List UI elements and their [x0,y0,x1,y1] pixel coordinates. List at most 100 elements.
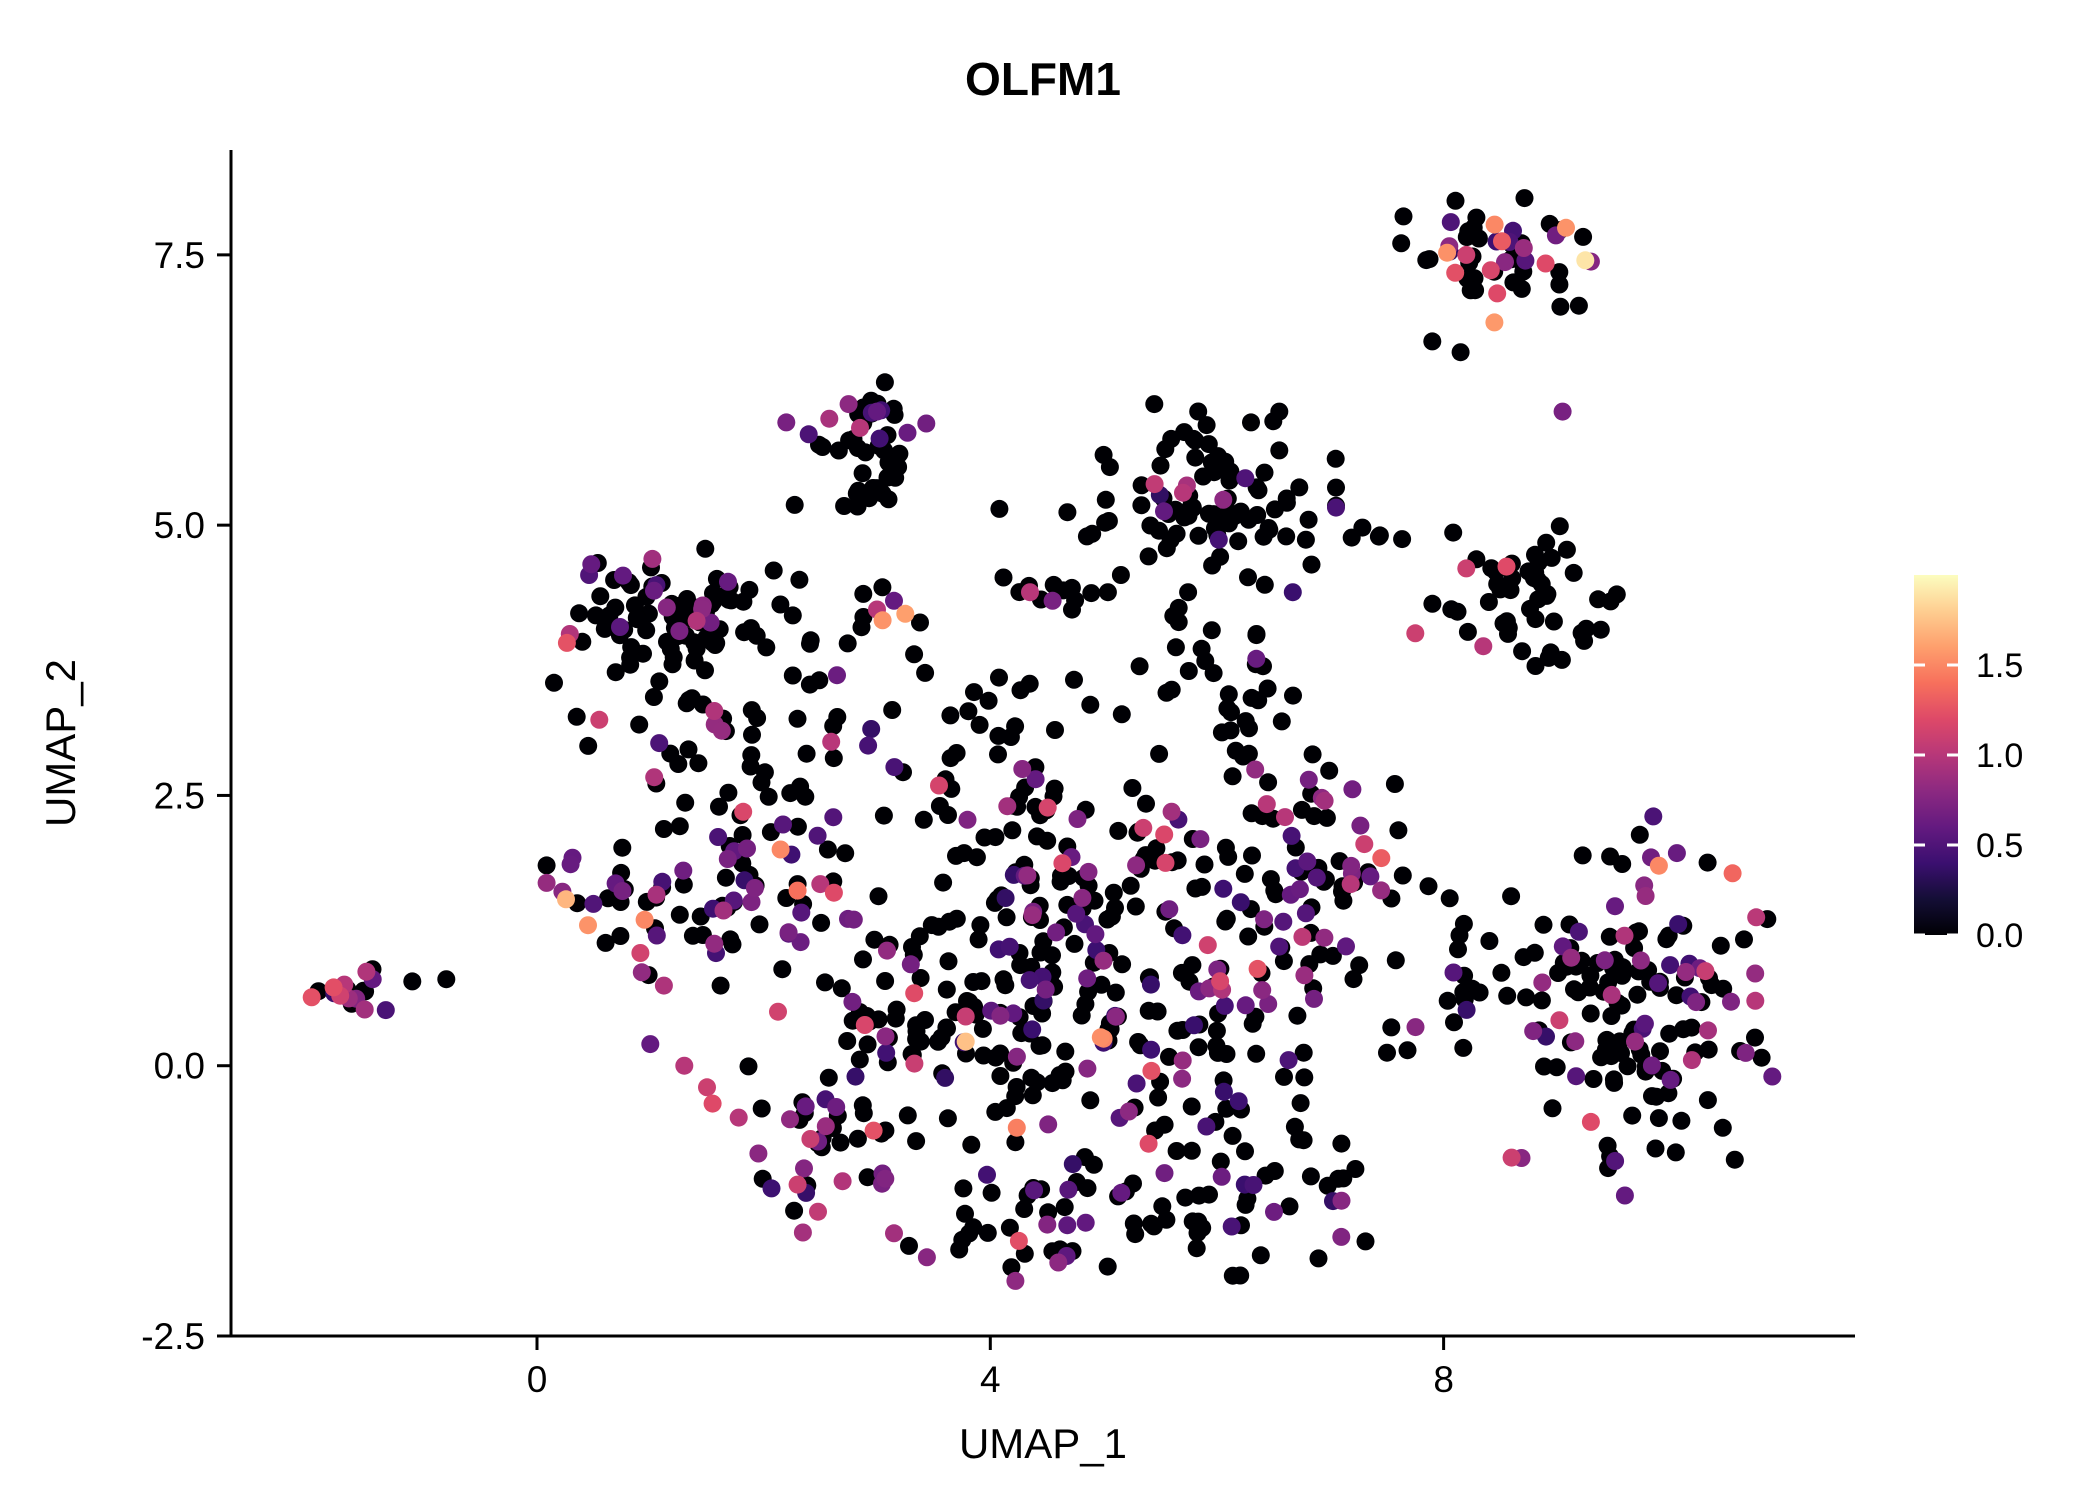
cell-point [1536,254,1555,273]
cell-point [1063,600,1081,619]
cell-point [1372,881,1391,900]
cell-point [1687,993,1706,1012]
cell-point [701,613,720,632]
cell-point [557,633,576,652]
cell-point [1126,1225,1145,1244]
cell-point [1669,915,1688,934]
cell-point [773,960,792,979]
cell-point [1372,849,1391,868]
cell-point [1309,1249,1328,1268]
cell-point [719,572,737,591]
cell-point [1179,583,1198,602]
cell-point [1498,986,1517,1005]
cell-point [799,425,818,444]
x-tick-label: 0 [527,1359,548,1400]
cell-point [1392,234,1411,253]
cell-point [689,754,708,773]
cell-point [1277,489,1296,508]
cell-point [545,673,563,692]
cell-point [1223,1126,1242,1145]
cell-point [876,1027,895,1046]
cell-point [1284,686,1302,705]
cell-point [1137,794,1155,813]
cell-point [1046,721,1064,739]
cell-point [1195,855,1214,874]
cell-point [801,634,819,653]
cell-point [820,409,839,428]
cell-point [696,539,715,558]
y-tick-label: 2.5 [154,775,205,816]
cell-point [1011,681,1030,700]
cell-point [1746,1028,1764,1047]
cell-point [947,744,966,762]
cell-point [1534,915,1553,934]
cell-point [781,1110,799,1129]
cell-point [537,856,556,875]
cell-point [929,917,948,936]
cell-point [1183,956,1202,975]
cell-point [1699,1021,1717,1040]
cell-point [670,817,689,836]
cell-point [1174,483,1192,502]
cell-point [570,604,589,623]
cell-point [1406,1018,1425,1037]
cell-point [1106,1007,1125,1026]
cell-point [854,950,872,969]
cell-point [1197,416,1216,435]
cell-point [1446,263,1465,282]
cell-point [1667,844,1686,863]
cell-point [783,606,802,625]
cell-point [742,893,761,912]
cell-point [1139,1134,1158,1153]
cell-point [1079,862,1098,881]
cell-point [1389,821,1408,840]
cell-point [1307,868,1326,887]
cell-point [1229,1092,1248,1111]
cell-point [971,916,990,935]
cell-point [1020,971,1039,990]
cell-point [1249,481,1268,500]
cell-point [1236,469,1255,488]
cell-point [954,1179,973,1198]
cell-point [1018,866,1037,885]
cell-point [764,561,783,580]
cell-point [1702,976,1721,995]
cell-point [1598,1136,1617,1155]
cell-point [1243,846,1261,865]
cell-point [1294,1131,1313,1150]
cell-point [1203,556,1222,575]
cell-point [1481,261,1500,280]
cell-point [873,611,892,630]
cell-point [743,725,761,744]
cell-point [661,640,680,658]
cell-point [611,927,630,945]
cell-point [1492,963,1511,982]
cell-point [1209,530,1228,549]
cell-point [1059,1180,1078,1199]
cell-point [1659,1084,1678,1103]
cell-point [905,984,924,1003]
cell-point [1666,1143,1685,1162]
cell-point [1747,908,1766,927]
cell-point [1058,1216,1077,1235]
cell-point [1423,594,1442,613]
cell-point [1327,478,1345,497]
cell-point [1274,912,1293,931]
cell-point [1557,218,1575,237]
cell-point [1015,1200,1034,1218]
cell-point [900,1236,918,1255]
cell-point [1244,1176,1263,1194]
cell-point [1553,402,1572,421]
cell-point [1280,1197,1299,1216]
cell-point [759,787,778,806]
cell-point [1494,614,1513,633]
cell-point [788,709,807,728]
cell-point [1493,232,1511,251]
cell-point [824,749,843,768]
cell-point [1248,959,1267,978]
cell-point [1746,991,1765,1010]
cell-point [1096,513,1115,532]
cell-point [1259,773,1278,792]
cell-point [1009,1231,1028,1250]
cell-point [911,969,930,987]
